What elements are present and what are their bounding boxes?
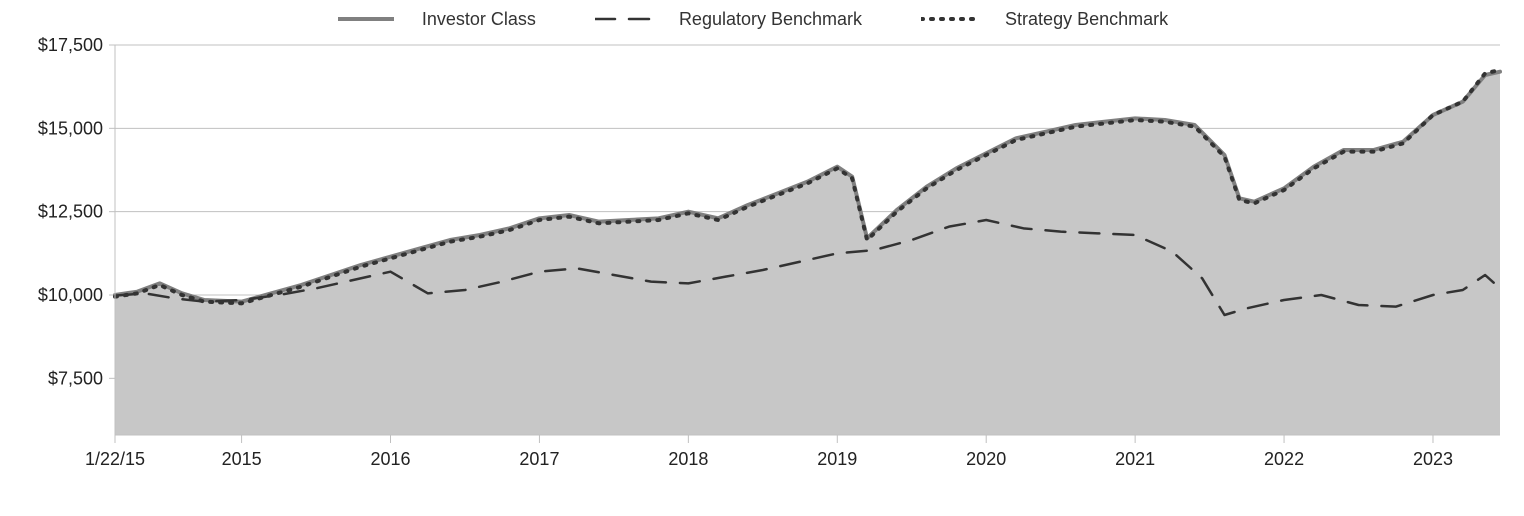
svg-text:$15,000: $15,000 bbox=[38, 118, 103, 138]
svg-text:2017: 2017 bbox=[519, 449, 559, 469]
legend-label-investor: Investor Class bbox=[422, 9, 536, 30]
svg-text:$12,500: $12,500 bbox=[38, 202, 103, 222]
svg-text:2019: 2019 bbox=[817, 449, 857, 469]
svg-text:2023: 2023 bbox=[1413, 449, 1453, 469]
legend-label-regulatory: Regulatory Benchmark bbox=[679, 9, 862, 30]
growth-chart: Investor Class Regulatory Benchmark Stra… bbox=[0, 0, 1524, 516]
svg-text:$10,000: $10,000 bbox=[38, 285, 103, 305]
chart-svg: $7,500 $10,000 $12,500 $15,000 $17,500 1/22/1… bbox=[0, 0, 1524, 516]
svg-text:2018: 2018 bbox=[668, 449, 708, 469]
legend-item-regulatory: Regulatory Benchmark bbox=[595, 9, 880, 30]
svg-text:$17,500: $17,500 bbox=[38, 35, 103, 55]
chart-legend: Investor Class Regulatory Benchmark Stra… bbox=[0, 8, 1524, 30]
svg-text:2021: 2021 bbox=[1115, 449, 1155, 469]
legend-item-strategy: Strategy Benchmark bbox=[921, 9, 1186, 30]
svg-text:1/22/15: 1/22/15 bbox=[85, 449, 145, 469]
legend-label-strategy: Strategy Benchmark bbox=[1005, 9, 1168, 30]
svg-text:2016: 2016 bbox=[370, 449, 410, 469]
svg-text:2020: 2020 bbox=[966, 449, 1006, 469]
svg-text:$7,500: $7,500 bbox=[48, 368, 103, 388]
svg-text:2015: 2015 bbox=[222, 449, 262, 469]
svg-text:2022: 2022 bbox=[1264, 449, 1304, 469]
legend-item-investor: Investor Class bbox=[338, 9, 554, 30]
